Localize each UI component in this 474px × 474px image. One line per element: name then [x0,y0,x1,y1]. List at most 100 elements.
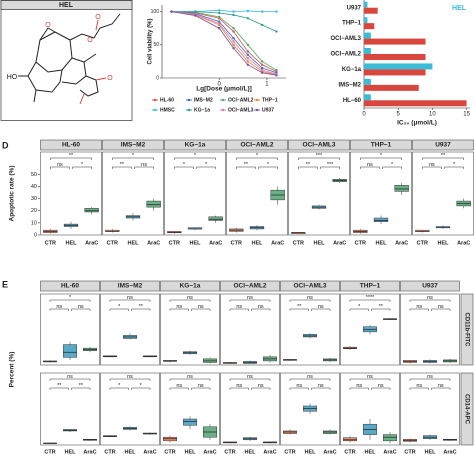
x-tick-label: AraC [85,240,98,246]
data-point [232,27,235,30]
bar [364,17,368,24]
bar [364,94,371,101]
panel-title: OCI−AML2 [240,142,273,149]
panel-frame [160,293,220,366]
x-tick-label: HEL [125,449,137,455]
panel-header [280,280,340,292]
x-tick-label: CTR [44,449,55,455]
significance-label: ns [307,374,313,380]
atom-label: O [95,14,101,21]
significance-bracket [311,387,331,390]
panel-header [102,139,164,151]
y-tick-label: 0 [156,75,159,81]
x-tick-label: CTR [231,240,242,246]
y-tick-label: OCI−AML2 [330,52,361,58]
data-point [218,22,221,25]
significance-label: * [81,162,84,168]
significance-label: ** [441,153,446,159]
y-tick-label: THP−1 [342,21,362,27]
significance-bracket [298,157,340,160]
significance-label: * [118,383,121,389]
significance-label: ns [198,383,204,389]
significance-bracket [229,378,271,381]
x-tick-label: AraC [333,240,346,246]
legend-label: THP−1 [262,97,278,103]
x-tick-label: CTR [417,240,428,246]
significance-bracket [360,166,380,169]
data-point [218,11,221,15]
panel-frame [40,151,102,236]
significance-bracket [251,308,271,311]
y-tick-label: 20 [31,208,37,214]
x-tick-label: 0 [218,82,222,88]
data-point [194,14,197,17]
x-axis-title: Lg[Dose (μmol/L)] [196,86,252,93]
x-tick-label: HEL [365,449,377,455]
bar [364,23,375,30]
data-point [246,53,250,56]
significance-bracket [196,166,216,169]
significance-label: ns [176,383,182,389]
y-tick-label: 40 [31,184,37,190]
significance-bracket [109,387,129,390]
panel-frame [412,151,474,236]
x-tick-label: AraC [143,449,156,455]
atom-label: O [45,22,51,29]
data-point [194,10,197,13]
significance-label: * [140,383,143,389]
panel-title: HL-60 [62,142,80,149]
significance-label: * [183,162,186,168]
legend-marker [221,108,225,112]
significance-label: ns [416,383,422,389]
row-label: CD11b-FITC [463,312,469,347]
significance-label: ns [427,295,433,301]
significance-label: ns [258,383,264,389]
significance-bracket [229,299,271,302]
significance-bracket [422,166,442,169]
row-strip [460,293,474,366]
box [208,216,223,221]
box [84,208,99,213]
significance-label: ns [378,383,384,389]
significance-label: ns [236,383,242,389]
x-tick-label: 0 [362,112,366,118]
significance-bracket [409,299,451,302]
y-tick-label: IMS−M2 [338,82,361,88]
significance-bracket [191,387,211,390]
significance-label: * [69,295,72,301]
y-tick-label: HL−60 [343,98,362,104]
x-tick-label: HEL [190,240,202,246]
significance-bracket [229,387,249,390]
atom-label: O [107,75,113,82]
significance-label: ns [247,295,253,301]
bar [364,1,368,8]
y-tick-label: OCI−AML3 [330,36,361,42]
panel-header [100,280,160,292]
x-tick-label: CTR [45,240,56,246]
significance-bracket [289,378,331,381]
y-axis-title: Percent (%) [9,352,16,388]
x-tick-label: HEL [66,240,78,246]
significance-bracket [320,166,340,169]
significance-label: * [391,162,394,168]
significance-label: * [118,304,121,310]
panel-title: IMS−M2 [118,283,143,290]
significance-label: * [358,304,361,310]
significance-bracket [71,387,91,390]
significance-bracket [409,308,429,311]
data-point [218,20,221,23]
box [146,200,161,208]
row-label: CD14-APC [463,394,469,425]
panel-header [226,139,288,151]
significance-label: ns [318,304,324,310]
panel-frame [40,372,100,446]
panel-frame [280,293,340,366]
significance-label: ns [438,304,444,310]
legend-label: HL-60 [160,97,174,103]
x-tick-label: 15 [463,112,470,118]
x-tick-label: HEL [185,449,197,455]
legend-marker [153,98,157,102]
significance-bracket [371,387,391,390]
significance-bracket [131,387,151,390]
